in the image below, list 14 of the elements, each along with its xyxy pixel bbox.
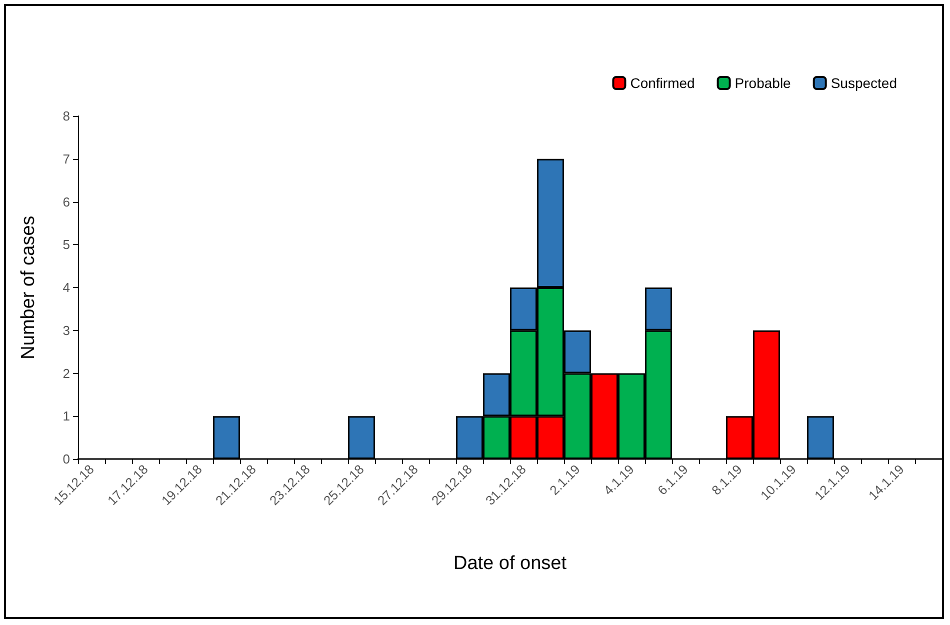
legend-label: Confirmed xyxy=(630,75,695,91)
y-tick-label: 8 xyxy=(62,108,70,124)
legend-label: Suspected xyxy=(830,75,898,91)
x-axis-title: Date of onset xyxy=(453,553,568,574)
y-tick-label: 0 xyxy=(62,452,70,466)
legend-label: Probable xyxy=(734,75,792,91)
y-tick-label: 7 xyxy=(62,151,70,166)
y-tick-label: 1 xyxy=(62,408,70,424)
y-axis-title: Number of cases xyxy=(18,216,39,360)
y-tick-label: 5 xyxy=(62,237,70,252)
y-tick-label: 4 xyxy=(62,280,70,295)
y-tick-label: 3 xyxy=(62,322,70,338)
y-tick-label: 2 xyxy=(62,366,70,381)
y-tick-label: 6 xyxy=(62,194,70,210)
